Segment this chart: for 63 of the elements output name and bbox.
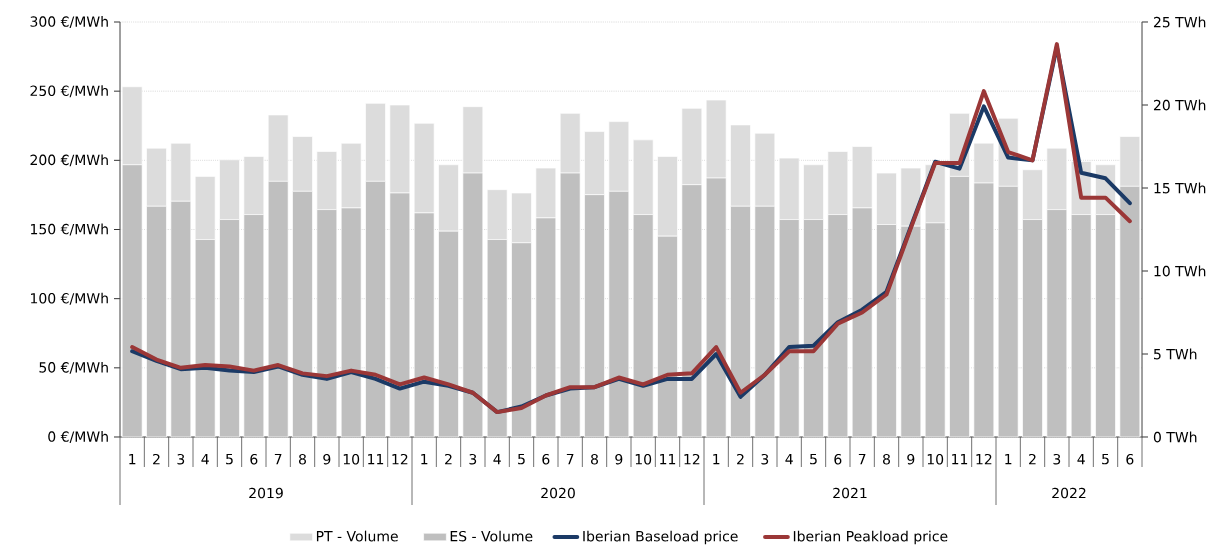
y-tick-label: 200 €/MWh <box>30 154 108 167</box>
y2-tick-label: 20 TWh <box>1153 99 1206 111</box>
text: 2020 <box>541 487 575 499</box>
x-tick-label: 1 <box>129 453 136 465</box>
x-tick-label: 11 <box>660 453 676 465</box>
legend-label: Iberian Baseload price <box>583 530 738 545</box>
x-tick-label: 4 <box>1077 453 1085 465</box>
x-tick-label: 7 <box>858 453 866 465</box>
x-tick-label: 8 <box>298 453 306 465</box>
x-tick-label: 10 <box>927 453 944 465</box>
x-tick-label: 2 <box>1029 453 1036 465</box>
y2-tick-label: 25 TWh <box>1153 16 1206 28</box>
legend-label: Iberian Peakload price <box>793 530 948 545</box>
x-tick-label: 10 <box>635 453 652 465</box>
x-tick-label: 5 <box>1102 453 1109 465</box>
y-tick-label: 0 €/MWh <box>48 431 108 443</box>
x-tick-label: 6 <box>250 453 258 465</box>
x-tick-label: 6 <box>1126 453 1134 465</box>
x-tick-label: 12 <box>976 453 992 465</box>
x-tick-label: 4 <box>785 453 793 465</box>
x-tick-label: 9 <box>907 453 915 465</box>
x-tick-label: 8 <box>590 453 598 465</box>
x-tick-label: 9 <box>615 453 623 465</box>
x-tick-label: 8 <box>882 453 890 465</box>
x-tick-label: 3 <box>1053 453 1061 465</box>
x-tick-label: 7 <box>566 453 574 465</box>
x-tick-label: 7 <box>274 453 282 465</box>
x-tick-label: 11 <box>952 453 968 465</box>
legend-label: PT - Volume <box>316 530 398 542</box>
x-tick-label: 3 <box>761 453 769 465</box>
x-tick-label: 1 <box>713 453 720 465</box>
x-tick-label: 3 <box>469 453 477 465</box>
x-tick-label: 4 <box>493 453 501 465</box>
y-tick-label: 100 €/MWh <box>31 292 108 305</box>
x-tick-label: 2 <box>737 453 744 465</box>
x-tick-label: 12 <box>392 453 408 465</box>
y2-tick-label: 10 TWh <box>1154 265 1206 277</box>
x-tick-label: 5 <box>518 453 525 465</box>
x-tick-label: 9 <box>323 453 331 465</box>
x-tick-label: 5 <box>810 453 817 465</box>
x-tick-label: 5 <box>226 453 233 465</box>
text: 2022 <box>1052 487 1086 499</box>
text: 2021 <box>833 487 867 499</box>
y2-tick-label: 5 TWh <box>1154 348 1197 360</box>
legend-label: ES - Volume <box>450 530 533 542</box>
x-tick-label: 1 <box>1005 453 1012 465</box>
x-tick-label: 6 <box>542 453 550 465</box>
x-tick-label: 1 <box>421 453 428 465</box>
y2-tick-label: 15 TWh <box>1154 182 1206 194</box>
y-tick-label: 300 €/MWh <box>30 16 108 28</box>
x-tick-label: 3 <box>177 453 185 465</box>
y-tick-label: 250 €/MWh <box>30 85 108 98</box>
x-tick-label: 4 <box>201 453 209 465</box>
y-tick-label: 150 €/MWh <box>31 223 108 236</box>
y2-tick-label: 0 TWh <box>1153 431 1197 443</box>
x-tick-label: 2 <box>153 453 160 465</box>
y-tick-label: 50 €/MWh <box>39 361 108 374</box>
text: 2019 <box>249 487 283 499</box>
x-tick-label: 12 <box>684 453 700 465</box>
x-tick-label: 10 <box>343 453 360 465</box>
x-tick-label: 2 <box>445 453 452 465</box>
x-tick-label: 6 <box>834 453 842 465</box>
x-tick-label: 11 <box>368 453 384 465</box>
